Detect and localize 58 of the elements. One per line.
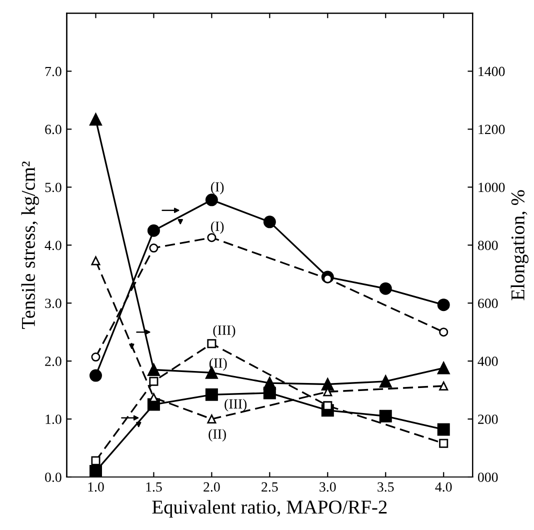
- point: [91, 456, 100, 466]
- y-axis-title: Tensile stress, kg/cm²: [21, 162, 39, 329]
- annotation: (I): [210, 182, 224, 194]
- point: [439, 438, 448, 448]
- y2-tick-label: 600: [478, 298, 498, 308]
- point: [147, 224, 160, 237]
- annotation: (I): [210, 221, 224, 234]
- x-tick-label: 1.0: [88, 482, 104, 492]
- y-tick-label: 1.0: [46, 414, 62, 424]
- y-tick-label: 6.0: [45, 124, 62, 134]
- point: [207, 233, 216, 242]
- y2-tick-label: 1400: [478, 66, 505, 76]
- point: [437, 362, 450, 374]
- y-tick-label: 4.0: [44, 240, 62, 250]
- annotation: (II): [209, 358, 227, 371]
- x-axis-title: Equivalent ratio, MAPO/RF-2: [152, 500, 387, 518]
- point: [207, 414, 216, 424]
- point: [205, 388, 218, 401]
- point: [91, 256, 100, 266]
- annotation: (II): [208, 428, 226, 442]
- point: [149, 376, 158, 386]
- point: [437, 298, 450, 312]
- x-tick-label: 3.5: [378, 482, 394, 492]
- annotation: (III): [213, 325, 236, 338]
- x-tick-label: 2.5: [262, 482, 278, 492]
- y2-tick-label: 400: [478, 356, 498, 366]
- y2-tick-label: 200: [478, 414, 498, 424]
- x-tick-label: 4.0: [435, 482, 452, 492]
- point: [147, 364, 160, 376]
- point: [89, 113, 102, 126]
- y-tick-label: 2.0: [45, 356, 62, 366]
- y2-axis-title: Elongation, %: [510, 190, 528, 300]
- point: [205, 194, 218, 206]
- point: [437, 423, 450, 436]
- y-tick-label: 5.0: [45, 182, 62, 192]
- point: [207, 339, 216, 348]
- x-tick-label: 2.0: [204, 482, 220, 492]
- y2-tick-label: 1000: [478, 182, 505, 192]
- y2-tick-label: 800: [478, 240, 498, 250]
- point: [149, 244, 158, 253]
- annotation: (III): [224, 398, 247, 412]
- point: [263, 386, 276, 400]
- point: [89, 369, 102, 382]
- x-tick-label: 1.5: [146, 482, 162, 492]
- y-tick-label: 3.0: [45, 298, 62, 308]
- point: [91, 352, 100, 362]
- y2-tick-label: 000: [478, 472, 498, 482]
- point: [379, 410, 392, 422]
- point: [379, 375, 392, 388]
- x-tick-label: 3.0: [320, 482, 336, 492]
- point: [89, 464, 102, 477]
- y-tick-label: 0.0: [45, 472, 62, 482]
- y-tick-label: 7.0: [45, 66, 62, 76]
- point: [439, 381, 448, 391]
- point: [263, 216, 276, 228]
- point: [439, 328, 448, 337]
- point: [379, 282, 392, 295]
- y2-tick-label: 1200: [478, 124, 505, 134]
